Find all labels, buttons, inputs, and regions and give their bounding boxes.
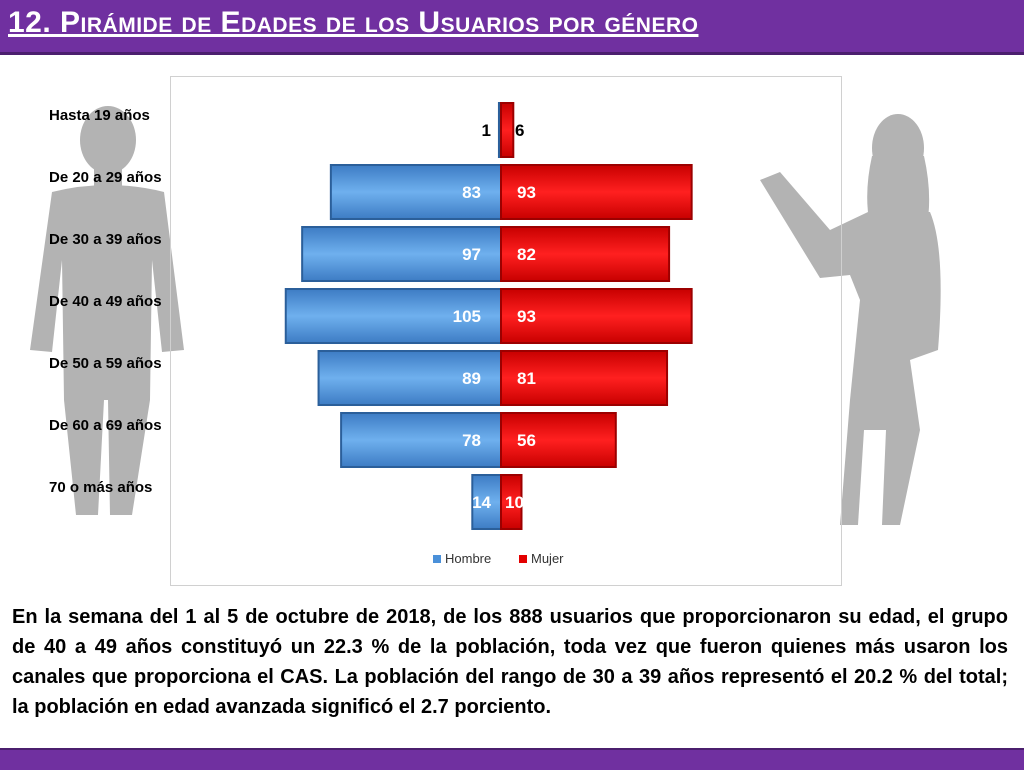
data-label-mujer: 10	[505, 493, 524, 512]
bar-hombre	[284, 288, 502, 344]
footer-bar	[0, 748, 1024, 770]
data-label-mujer: 6	[515, 121, 524, 140]
bar-hombre	[301, 226, 502, 282]
data-label-hombre: 78	[462, 431, 481, 450]
woman-silhouette-icon	[760, 114, 941, 525]
legend-label-mujer: Mujer	[531, 551, 564, 566]
bar-mujer	[500, 350, 669, 406]
legend-label-hombre: Hombre	[445, 551, 491, 566]
man-silhouette-icon	[30, 106, 184, 515]
category-label: De 30 a 39 años	[49, 231, 162, 248]
legend-swatch-mujer	[519, 555, 527, 563]
data-label-mujer: 82	[517, 245, 536, 264]
category-label: Hasta 19 años	[49, 107, 150, 124]
bar-mujer	[500, 474, 523, 530]
category-label: De 40 a 49 años	[49, 293, 162, 310]
legend-swatch-hombre	[433, 555, 441, 563]
bar-mujer	[500, 412, 617, 468]
bar-mujer	[500, 164, 693, 220]
data-label-hombre: 14	[472, 493, 491, 512]
bar-mujer	[500, 226, 671, 282]
data-label-mujer: 81	[517, 369, 536, 388]
bar-mujer	[500, 288, 693, 344]
bar-hombre	[471, 474, 502, 530]
data-label-mujer: 93	[517, 183, 536, 202]
pyramid-chart: Hasta 19 años 1 6 De 20 a 29 años 83 93 De 30 …	[49, 76, 842, 586]
category-label: De 60 a 69 años	[49, 417, 162, 434]
category-label: De 20 a 29 años	[49, 169, 162, 186]
bar-mujer	[500, 102, 515, 158]
data-label-hombre: 89	[462, 369, 481, 388]
category-label: 70 o más años	[49, 479, 152, 496]
bar-hombre	[340, 412, 502, 468]
data-label-hombre: 105	[453, 307, 481, 326]
header-bar: 12. Pirámide de Edades de los Usuarios p…	[0, 0, 1024, 55]
data-label-hombre: 97	[462, 245, 481, 264]
data-label-mujer: 93	[517, 307, 536, 326]
data-label-hombre: 1	[482, 121, 491, 140]
category-label: De 50 a 59 años	[49, 355, 162, 372]
pyramid-chart-svg: Hasta 19 años 1 6 De 20 a 29 años 83 93 De 30 …	[49, 102, 693, 566]
bar-hombre	[317, 350, 502, 406]
summary-text: En la semana del 1 al 5 de octubre de 20…	[12, 606, 1008, 718]
data-label-mujer: 56	[517, 431, 536, 450]
data-label-hombre: 83	[462, 183, 481, 202]
page-title: 12. Pirámide de Edades de los Usuarios p…	[8, 6, 699, 39]
